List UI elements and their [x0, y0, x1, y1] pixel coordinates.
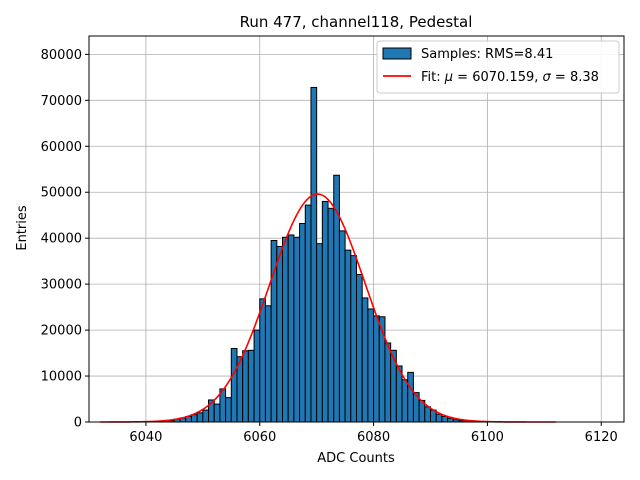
fit-curve [100, 193, 556, 423]
histogram-bar [242, 350, 249, 423]
y-tick-label-5: 50000 [41, 186, 82, 201]
legend-entry-histogram: Samples: RMS=8.41 [421, 47, 553, 62]
histogram-bar [310, 86, 318, 423]
histogram-bar [361, 297, 369, 423]
legend-entry-fit: Fit: μ = 6070.159, σ = 8.38 [421, 70, 599, 85]
fit-prefix: Fit: [421, 70, 445, 85]
legend-box [376, 40, 620, 94]
y-axis-label: Entries [15, 205, 30, 251]
histogram-bar [264, 305, 272, 423]
fit-sigma-equals: = [551, 70, 570, 85]
fit-sigma-value: 8.38 [570, 70, 599, 85]
histogram-bar [190, 414, 198, 423]
y-tick-label-2: 20000 [41, 324, 82, 339]
histogram-bar [407, 371, 414, 423]
histogram-bar [447, 417, 454, 423]
histogram-bar [247, 349, 255, 423]
fit-mu-symbol: μ [444, 70, 453, 85]
histogram-bar [299, 222, 306, 423]
histogram-bar [356, 273, 363, 423]
histogram-bar [304, 204, 312, 423]
histogram-bar [282, 236, 289, 423]
histogram-bar [401, 379, 409, 423]
histogram-bar [230, 347, 238, 423]
y-tick-label-8: 80000 [41, 48, 82, 63]
histogram-bar [321, 200, 329, 423]
x-axis-label: ADC Counts [317, 451, 395, 466]
histogram-bar [213, 403, 221, 423]
y-axis-ticks: 0 10000 20000 30000 40000 50000 60000 70000 8000… [41, 48, 89, 431]
histogram-bar [435, 413, 443, 423]
chart-title: Run 477, channel118, Pedestal [240, 13, 473, 31]
x-axis-ticks: 6040 6060 6080 6100 6120 [129, 422, 618, 445]
histogram-bar [441, 415, 449, 423]
x-tick-label-2: 6080 [357, 430, 390, 445]
histogram-bar [225, 397, 232, 423]
histogram-bar [344, 249, 352, 423]
histogram-bar [338, 230, 346, 423]
histogram-bar [287, 234, 295, 423]
y-tick-label-6: 60000 [41, 140, 82, 155]
fit-sigma-symbol: σ [543, 70, 552, 85]
histogram-bar [276, 245, 284, 423]
x-tick-label-0: 6040 [129, 430, 162, 445]
histogram-bar [373, 315, 380, 423]
histogram-bar [316, 243, 323, 423]
y-tick-label-4: 40000 [41, 232, 82, 247]
axes-frame [88, 35, 625, 423]
x-tick-label-1: 6060 [243, 430, 276, 445]
legend: Samples: RMS=8.41 Fit: μ = 6070.159, σ =… [376, 40, 620, 94]
legend-swatch-histogram [382, 47, 412, 60]
histogram-bar [196, 412, 204, 423]
histogram-bar [424, 406, 431, 423]
y-tick-label-7: 70000 [41, 94, 82, 109]
histogram-bar [293, 236, 301, 423]
histogram-bar [259, 298, 266, 423]
histogram-bar [253, 329, 261, 423]
histogram-bars [162, 86, 477, 423]
y-tick-label-0: 0 [74, 416, 82, 431]
histogram-bar [327, 207, 335, 423]
fit-mu-value: 6070.159 [472, 70, 534, 85]
x-tick-label-4: 6120 [585, 430, 618, 445]
histogram-bar [350, 255, 357, 423]
fit-separator: , [534, 70, 542, 85]
histogram-bar [384, 342, 392, 423]
y-tick-label-1: 10000 [41, 370, 82, 385]
y-tick-label-3: 30000 [41, 278, 82, 293]
x-tick-label-3: 6100 [471, 430, 504, 445]
histogram-bar [367, 308, 375, 423]
histogram-bar [202, 409, 210, 423]
fit-mu-equals: = [453, 70, 472, 85]
